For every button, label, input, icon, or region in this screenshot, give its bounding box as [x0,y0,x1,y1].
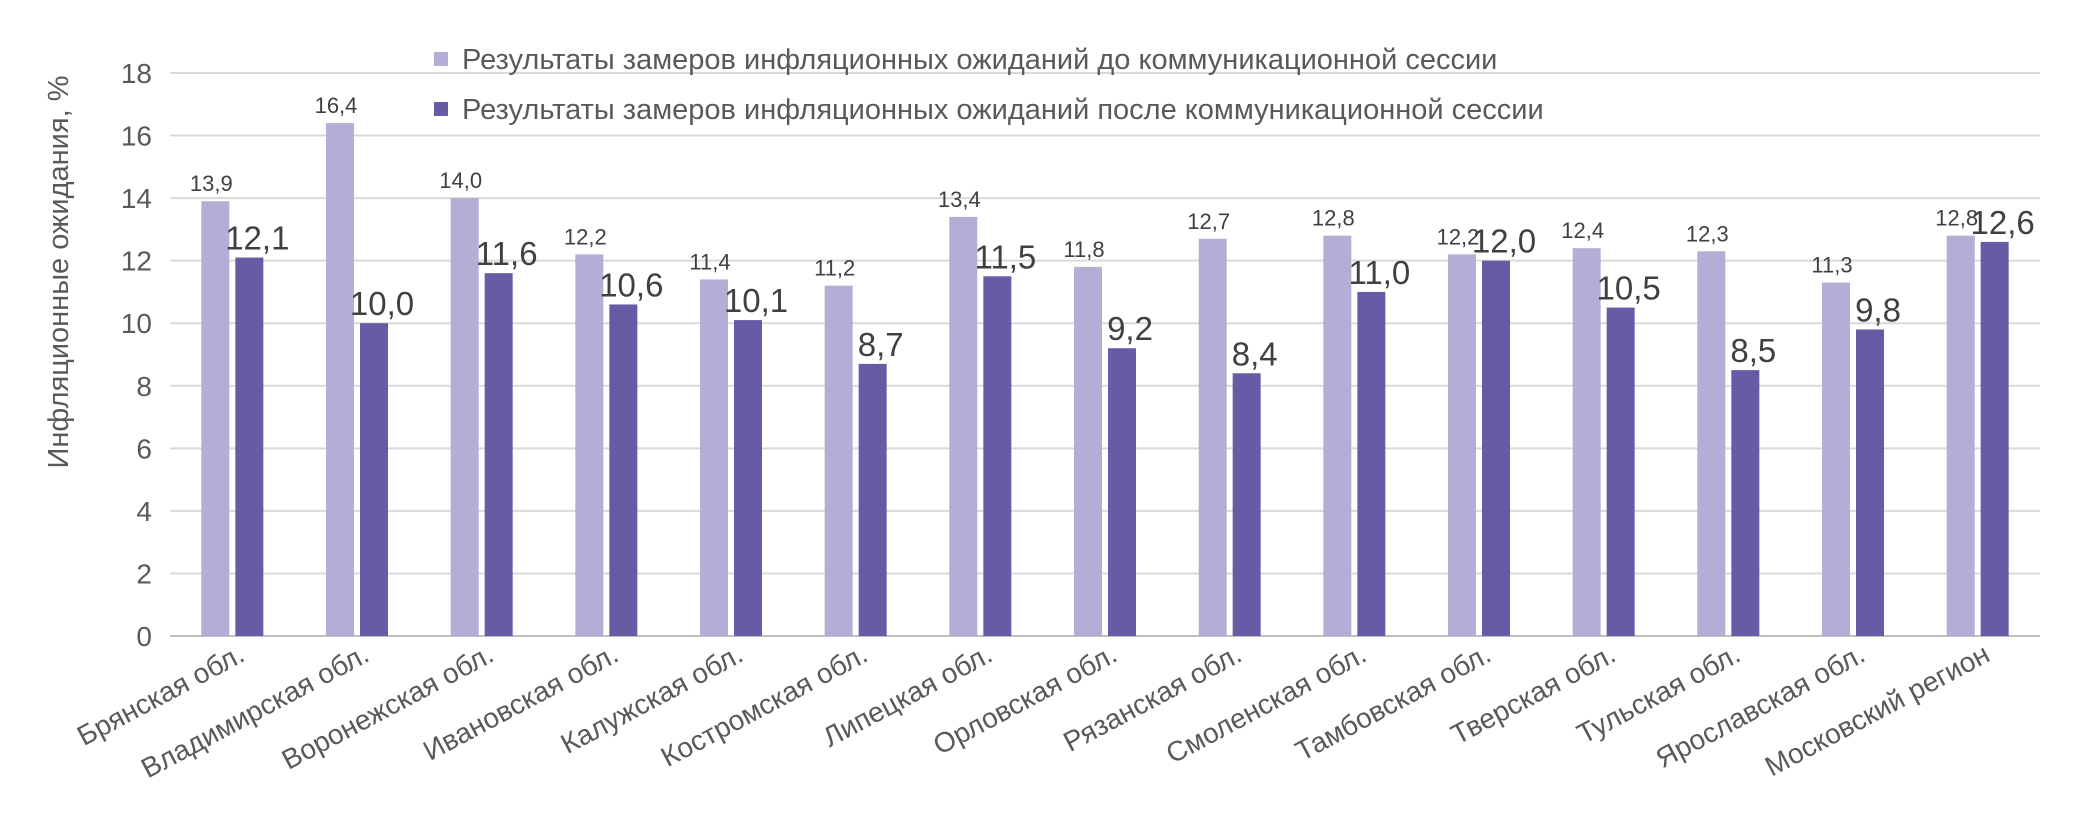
data-label-after: 8,4 [1232,335,1278,372]
bar-after [734,320,762,636]
y-tick-label: 16 [121,121,152,152]
x-category-label: Владимирская обл. [136,638,374,784]
gridlines [170,72,2040,637]
bar-before [1946,235,1975,636]
data-label-before: 12,7 [1187,209,1230,234]
bar-after [858,363,887,636]
x-category-label: Смоленская обл. [1161,638,1371,769]
data-label-before: 16,4 [315,93,358,118]
bar-before [201,201,230,636]
y-tick-label: 18 [121,58,152,89]
data-label-after: 8,5 [1730,332,1776,369]
data-label-after: 11,0 [1348,254,1410,291]
bar-after [1856,329,1884,636]
data-label-before: 11,3 [1811,253,1852,278]
data-label-before: 11,4 [689,249,730,274]
bar-before [326,123,354,637]
data-label-after: 11,5 [974,238,1036,275]
data-label-after: 12,6 [1971,204,2035,241]
data-labels: 13,9 12,1 16,4 10,0 14,0 11,6 12,2 10,6 11,4 10,1… [190,93,2035,372]
y-tick-label: 10 [121,308,152,339]
y-tick-label: 0 [136,621,152,652]
data-label-after: 10,5 [1597,270,1661,307]
x-category-label: Воронежская обл. [277,638,499,776]
bar-before [1572,248,1601,636]
data-label-before: 13,9 [190,171,233,196]
y-tick-label: 14 [121,183,152,214]
bar-after [1606,307,1635,636]
bar-after [1108,348,1136,636]
y-tick-label: 12 [121,246,152,277]
x-axis-categories: Брянская обл.Владимирская обл.Воронежска… [72,638,1994,784]
data-label-before: 12,3 [1686,221,1729,246]
bars [201,123,2009,637]
bar-before [1697,251,1726,637]
bar-after [235,257,264,636]
legend-swatch-after [434,102,448,116]
bar-before [1074,266,1102,636]
data-label-before: 12,2 [1437,224,1480,249]
data-label-after: 9,2 [1107,310,1153,347]
data-label-before: 13,4 [938,187,981,212]
bar-after [1357,291,1386,636]
data-label-before: 14,0 [439,168,482,193]
y-axis-ticks: 0 2 4 6 8 10 12 14 16 18 [121,58,152,652]
bar-before [949,216,978,636]
bar-before [1822,282,1850,636]
bar-after [1232,373,1261,636]
bar-after [484,273,513,636]
bar-before [1323,235,1352,636]
bar-before [824,285,853,636]
data-label-after: 12,1 [225,220,289,257]
y-tick-label: 6 [136,433,152,464]
bar-after [609,304,638,636]
legend-label-before: Результаты замеров инфляционных ожиданий… [462,44,1497,76]
y-axis-title: Инфляционные ожидания, % [43,76,75,469]
y-tick-label: 8 [136,371,152,402]
legend: Результаты замеров инфляционных ожиданий… [434,44,1544,126]
data-label-after: 9,8 [1855,291,1901,328]
data-label-after: 8,7 [858,326,904,363]
legend-swatch-before [434,52,448,66]
data-label-before: 11,8 [1063,237,1104,262]
data-label-before: 12,8 [1312,206,1355,231]
data-label-before: 12,8 [1935,206,1978,231]
data-label-after: 11,6 [476,235,538,272]
data-label-after: 12,0 [1472,223,1536,260]
bar-after [360,323,388,636]
bar-after [1731,370,1760,636]
bar-before [1448,254,1476,636]
bar-before [575,254,604,636]
y-tick-label: 2 [136,558,152,589]
bar-after [1482,260,1510,636]
data-label-after: 10,6 [599,266,663,303]
x-category-label: Костромская обл. [656,638,873,773]
y-tick-label: 4 [136,496,152,527]
data-label-before: 12,2 [564,224,607,249]
data-label-before: 12,4 [1561,218,1604,243]
bar-before [450,198,479,636]
bar-after [1980,241,2009,636]
data-label-after: 10,0 [350,285,414,322]
data-label-before: 11,2 [814,256,855,281]
x-category-label: Московский регион [1760,638,1995,782]
data-label-after: 10,1 [724,282,788,319]
bar-after [983,276,1012,636]
bar-before [1198,238,1227,636]
legend-label-after: Результаты замеров инфляционных ожиданий… [462,94,1544,126]
bar-before [700,279,728,636]
